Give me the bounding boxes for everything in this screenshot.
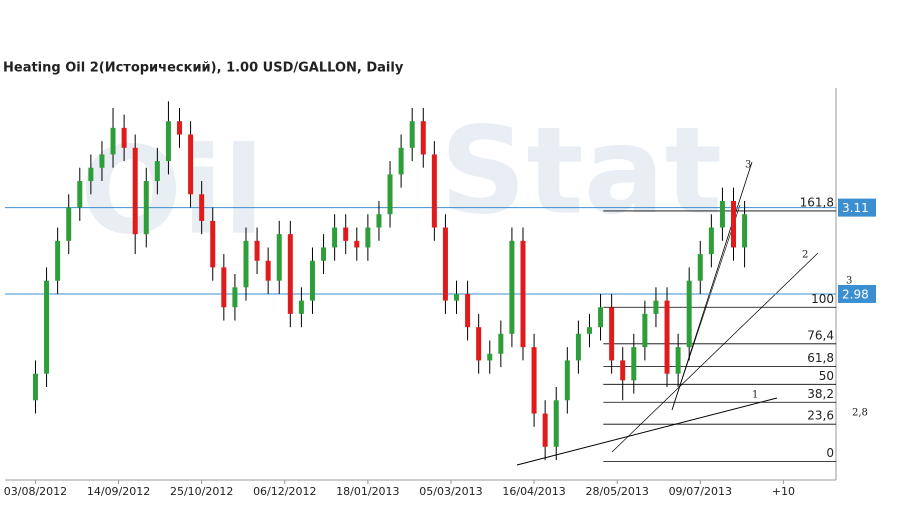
candle-body bbox=[642, 313, 648, 348]
fib-label: 23,6 bbox=[807, 409, 834, 423]
annotation: 1 bbox=[752, 390, 758, 401]
fib-label: 50 bbox=[819, 369, 834, 383]
annotation: 3 bbox=[846, 276, 852, 287]
fib-label: 100 bbox=[811, 292, 834, 306]
candle-body bbox=[531, 347, 537, 414]
candle-body bbox=[243, 240, 249, 288]
candle-body bbox=[498, 333, 504, 354]
candle-body bbox=[143, 181, 149, 235]
x-tick-label: 03/08/2012 bbox=[4, 485, 67, 498]
candle-body bbox=[708, 227, 714, 255]
candle-body bbox=[77, 181, 83, 208]
level-badge bbox=[838, 198, 876, 217]
candle-body bbox=[431, 154, 437, 228]
annotation: 3 bbox=[745, 160, 751, 171]
candle-body bbox=[398, 147, 404, 175]
candle-body bbox=[32, 373, 38, 401]
candle-body bbox=[731, 200, 737, 248]
x-tick-label: 06/12/2012 bbox=[253, 485, 316, 498]
trend-line bbox=[611, 252, 819, 453]
candle-body bbox=[376, 214, 382, 228]
x-tick-label: 05/03/2013 bbox=[419, 485, 482, 498]
candle-body bbox=[742, 214, 748, 248]
candle-body bbox=[343, 227, 349, 241]
candle-body bbox=[686, 280, 692, 348]
candle-body bbox=[675, 347, 681, 374]
fib-label: 38,2 bbox=[807, 387, 834, 401]
candle-body bbox=[542, 413, 548, 447]
fib-label: 0 bbox=[826, 446, 834, 460]
candle-body bbox=[188, 134, 194, 195]
candle-body bbox=[321, 247, 327, 261]
candle-body bbox=[653, 300, 659, 314]
x-tick-label: 14/09/2012 bbox=[87, 485, 150, 498]
level-label: 2.98 bbox=[842, 287, 869, 301]
candle-body bbox=[420, 121, 426, 155]
candle-body bbox=[132, 147, 138, 235]
candle-body bbox=[409, 121, 415, 148]
candle-body bbox=[88, 167, 94, 182]
candle-body bbox=[509, 240, 515, 334]
candle-body bbox=[177, 121, 183, 135]
candle-body bbox=[465, 293, 471, 328]
candle-body bbox=[609, 307, 615, 361]
x-tick-label: 09/07/2013 bbox=[669, 485, 732, 498]
chart-title: Heating Oil 2(Исторический), 1.00 USD/GA… bbox=[3, 61, 404, 76]
candle-body bbox=[575, 333, 581, 361]
fib-label: 61,8 bbox=[807, 351, 834, 365]
watermark: Stat bbox=[440, 103, 722, 242]
candle-body bbox=[664, 300, 670, 374]
fib-label: 161,8 bbox=[800, 195, 834, 209]
candle-body bbox=[66, 207, 72, 241]
candle-body bbox=[165, 121, 171, 162]
candle-body bbox=[564, 360, 570, 401]
trend-line bbox=[671, 161, 753, 411]
candle-body bbox=[365, 227, 371, 248]
candle-body bbox=[309, 260, 315, 301]
candle-body bbox=[354, 240, 360, 248]
candle-body bbox=[520, 240, 526, 348]
candle-body bbox=[221, 267, 227, 308]
x-tick-label: +10 bbox=[772, 485, 795, 498]
candle-body bbox=[487, 353, 493, 361]
candle-body bbox=[232, 287, 238, 308]
trend-line bbox=[516, 397, 778, 466]
x-tick-label: 25/10/2012 bbox=[170, 485, 233, 498]
candle-body bbox=[199, 194, 205, 221]
candle-body bbox=[387, 174, 393, 215]
x-tick-label: 18/01/2013 bbox=[336, 485, 399, 498]
candle-body bbox=[298, 300, 304, 314]
x-tick-label: 16/04/2013 bbox=[502, 485, 565, 498]
candle-body bbox=[697, 254, 703, 281]
fib-label: 76,4 bbox=[807, 328, 834, 342]
candle-body bbox=[553, 400, 559, 447]
candle-body bbox=[254, 240, 260, 261]
candle-body bbox=[99, 154, 105, 168]
watermark: Oil bbox=[80, 123, 264, 262]
candle-body bbox=[121, 127, 127, 148]
candle-body bbox=[719, 200, 725, 228]
candle-body bbox=[110, 127, 116, 155]
candle-body bbox=[210, 220, 216, 268]
level-badge bbox=[838, 284, 876, 303]
candle-body bbox=[586, 327, 592, 334]
candle-body bbox=[55, 240, 61, 281]
candle-body bbox=[454, 293, 460, 301]
candle-body bbox=[476, 327, 482, 361]
candle-body bbox=[332, 227, 338, 248]
candle-body bbox=[287, 234, 293, 314]
x-tick-label: 28/05/2013 bbox=[585, 485, 648, 498]
annotation: 2 bbox=[802, 250, 808, 261]
candle-body bbox=[442, 227, 448, 301]
candle-body bbox=[44, 280, 50, 374]
candle-body bbox=[620, 360, 626, 381]
candle-body bbox=[598, 307, 604, 328]
annotation: 2,8 bbox=[852, 408, 868, 419]
level-label: 3.11 bbox=[842, 201, 869, 215]
candle-body bbox=[154, 161, 160, 182]
candle-body bbox=[276, 234, 282, 281]
candle-body bbox=[631, 347, 637, 381]
candle-body bbox=[265, 260, 271, 281]
